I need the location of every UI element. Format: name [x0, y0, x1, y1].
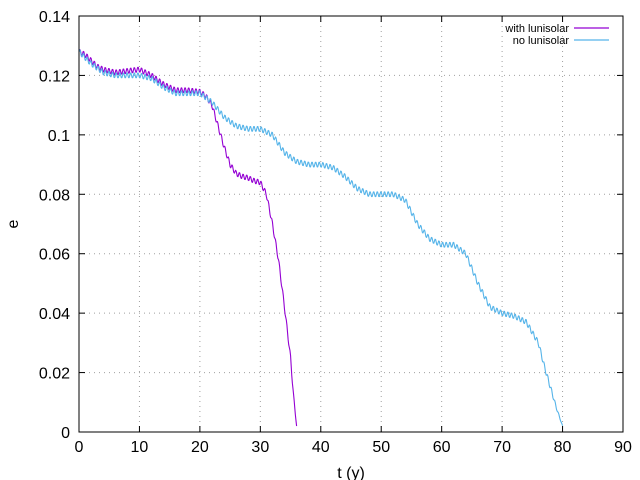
x-tick-label: 60: [433, 439, 451, 456]
y-tick-label: 0.08: [39, 187, 70, 204]
x-tick-label: 40: [312, 439, 330, 456]
y-tick-label: 0: [61, 425, 70, 442]
y-tick-labels: 0 0.02 0.04 0.06 0.08 0.1 0.12 0.14: [39, 9, 70, 442]
plot-frame: [78, 15, 624, 433]
legend-label: no lunisolar: [513, 35, 570, 47]
y-tick-label: 0.1: [48, 128, 70, 145]
y-tick-label: 0.14: [39, 9, 70, 26]
x-tick-label: 70: [493, 439, 511, 456]
x-tick-label: 50: [372, 439, 390, 456]
y-tick-label: 0.04: [39, 306, 70, 323]
y-axis-label: e: [5, 219, 22, 228]
x-tick-labels: 0 10 20 30 40 50 60 70 80 90: [75, 439, 632, 456]
y-tick-label: 0.02: [39, 366, 70, 383]
x-tick-label: 90: [614, 439, 632, 456]
x-tick-label: 20: [191, 439, 209, 456]
x-tick-label: 80: [554, 439, 572, 456]
legend-label: with lunisolar: [504, 23, 569, 35]
x-tick-label: 30: [251, 439, 269, 456]
y-tick-label: 0.12: [39, 68, 70, 85]
series-lines: [78, 49, 564, 427]
ticks: [78, 15, 624, 433]
y-tick-label: 0.06: [39, 247, 70, 264]
series-line-1: [78, 49, 298, 427]
series-line-2: [78, 49, 564, 426]
x-tick-label: 0: [75, 439, 84, 456]
x-axis-label: t (y): [337, 465, 365, 480]
grid: [79, 16, 623, 432]
x-tick-label: 10: [131, 439, 149, 456]
